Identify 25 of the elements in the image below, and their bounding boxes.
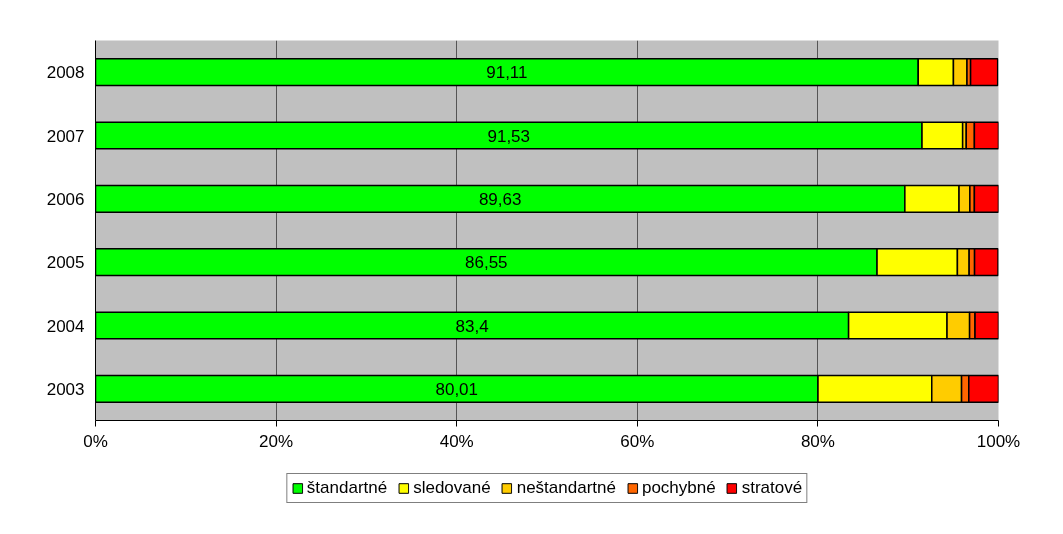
- x-tick-label: 40%: [439, 431, 474, 451]
- y-tick-label: 2003: [46, 379, 85, 399]
- data-label: 83,4: [455, 316, 489, 336]
- x-tick-label: 60%: [620, 431, 655, 451]
- legend-label: neštandartné: [516, 478, 616, 498]
- y-tick-label: 2008: [46, 63, 85, 83]
- data-label: 89,63: [478, 189, 522, 209]
- data-label: 91,53: [487, 126, 531, 146]
- y-tick-label: 2005: [46, 253, 85, 273]
- x-tick-label: 20%: [259, 431, 294, 451]
- y-tick-label: 2004: [46, 316, 85, 336]
- data-label: 80,01: [435, 379, 479, 399]
- x-tick-label: 0%: [83, 431, 108, 451]
- bar: [969, 58, 999, 87]
- x-tick-label: 80%: [800, 431, 835, 451]
- x-tick-label: 100%: [976, 431, 1021, 451]
- legend-label: stratové: [741, 478, 803, 498]
- y-tick-label: 2006: [46, 189, 85, 209]
- legend-label: štandartné: [306, 478, 388, 498]
- bar: [973, 184, 999, 213]
- y-tick-label: 2007: [46, 126, 85, 146]
- data-label: 91,11: [486, 63, 528, 83]
- data-label: 86,55: [465, 253, 508, 273]
- legend-label: sledované: [413, 478, 491, 498]
- legend-label: pochybné: [641, 478, 716, 498]
